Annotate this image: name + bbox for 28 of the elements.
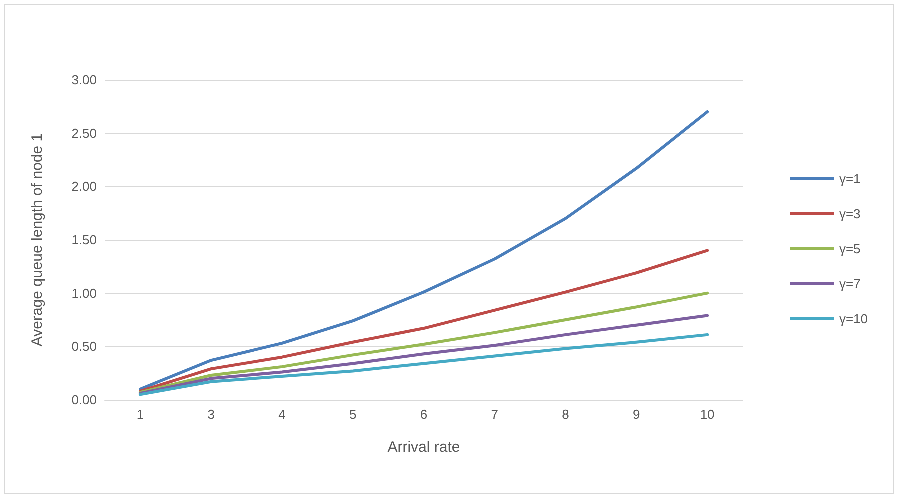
y-axis-title: Average queue length of node 1	[29, 133, 46, 347]
legend-label: γ=3	[839, 206, 861, 222]
y-tick-label: 1.00	[72, 286, 97, 301]
x-tick-label: 9	[633, 407, 640, 422]
x-tick-label: 1	[136, 407, 144, 422]
y-tick-label: 2.00	[72, 179, 97, 194]
x-tick-label: 10	[700, 407, 715, 422]
x-tick-label: 5	[349, 407, 357, 422]
x-axis-title: Arrival rate	[388, 439, 460, 456]
y-tick-label: 2.50	[72, 126, 97, 141]
x-tick-label: 4	[278, 407, 286, 422]
y-tick-label: 1.50	[72, 232, 97, 248]
line-series	[138, 249, 710, 393]
legend-label: γ=1	[839, 172, 861, 186]
legend-label: γ=10	[839, 312, 868, 326]
legend-label: γ=7	[839, 276, 861, 292]
line-series	[138, 333, 710, 396]
y-tick-label: 0.50	[72, 339, 97, 354]
y-tick-label: 3.00	[72, 72, 97, 88]
x-tick-label: 7	[491, 407, 499, 422]
line-series	[138, 110, 710, 391]
line-series	[138, 292, 710, 394]
x-tick-label: 6	[420, 407, 428, 422]
x-tick-label: 8	[562, 407, 570, 422]
y-tick-label: 0.00	[72, 392, 97, 408]
x-tick-label: 3	[208, 407, 215, 422]
line-series	[138, 314, 710, 396]
legend-label: γ=5	[839, 242, 861, 256]
